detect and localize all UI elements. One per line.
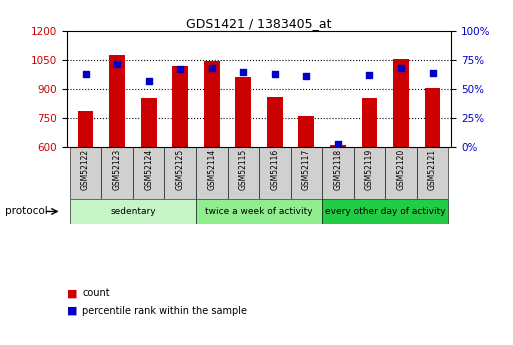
Bar [259, 147, 290, 199]
Point [365, 72, 373, 78]
Point [334, 141, 342, 147]
Bar [322, 147, 353, 199]
Point [208, 66, 216, 71]
Text: GSM52123: GSM52123 [113, 149, 122, 190]
Bar [70, 147, 102, 199]
Bar [417, 147, 448, 199]
Point [271, 71, 279, 77]
Text: ■: ■ [67, 306, 77, 315]
Text: ■: ■ [67, 288, 77, 298]
Text: GSM52118: GSM52118 [333, 149, 342, 190]
Text: GSM52116: GSM52116 [270, 149, 280, 190]
Text: every other day of activity: every other day of activity [325, 207, 445, 216]
Title: GDS1421 / 1383405_at: GDS1421 / 1383405_at [186, 17, 332, 30]
Bar [141, 98, 156, 147]
Bar [133, 147, 165, 199]
Point [397, 66, 405, 71]
Text: GSM52122: GSM52122 [81, 149, 90, 190]
Point [113, 61, 121, 66]
Bar [70, 199, 196, 224]
Text: GSM52125: GSM52125 [176, 149, 185, 190]
Text: GSM52124: GSM52124 [144, 149, 153, 190]
Bar [235, 77, 251, 147]
Text: percentile rank within the sample: percentile rank within the sample [82, 306, 247, 315]
Text: GSM52117: GSM52117 [302, 149, 311, 190]
Point [239, 69, 247, 75]
Bar [330, 145, 346, 147]
Text: GSM52115: GSM52115 [239, 149, 248, 190]
Point [176, 67, 184, 72]
Bar [362, 98, 378, 147]
Text: twice a week of activity: twice a week of activity [205, 207, 313, 216]
Bar [385, 147, 417, 199]
Bar [267, 97, 283, 147]
Bar [78, 111, 93, 147]
Text: sedentary: sedentary [110, 207, 156, 216]
Bar [102, 147, 133, 199]
Bar [172, 66, 188, 147]
Point [82, 71, 90, 77]
Bar [299, 116, 314, 147]
Bar [204, 61, 220, 147]
Bar [165, 147, 196, 199]
Text: GSM52119: GSM52119 [365, 149, 374, 190]
Bar [425, 88, 440, 147]
Bar [196, 147, 228, 199]
Bar [322, 199, 448, 224]
Bar [290, 147, 322, 199]
Point [302, 74, 310, 79]
Bar [109, 55, 125, 147]
Text: protocol: protocol [5, 206, 48, 216]
Text: GSM52114: GSM52114 [207, 149, 216, 190]
Bar [353, 147, 385, 199]
Bar [228, 147, 259, 199]
Text: GSM52121: GSM52121 [428, 149, 437, 190]
Text: count: count [82, 288, 110, 298]
Bar [393, 59, 409, 147]
Point [428, 70, 437, 76]
Text: GSM52120: GSM52120 [397, 149, 405, 190]
Point [145, 78, 153, 84]
Bar [196, 199, 322, 224]
